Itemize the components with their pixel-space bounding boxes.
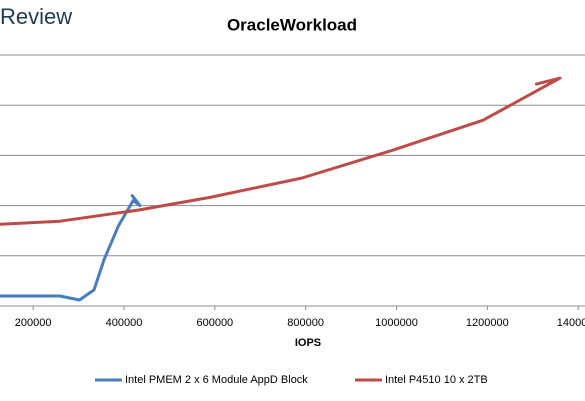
legend-label: Intel PMEM 2 x 6 Module AppD Block: [125, 374, 308, 386]
x-tick-label: 1400000: [557, 317, 585, 329]
chart-title: OracleWorkload: [227, 15, 357, 34]
x-tick-label: 200000: [15, 317, 52, 329]
series-line: [0, 76, 562, 226]
x-tick-label: 400000: [106, 317, 143, 329]
x-tick-label: 1000000: [375, 317, 418, 329]
brand-logo: Review: [0, 4, 72, 29]
x-tick-label: 800000: [287, 317, 324, 329]
x-tick-label: 600000: [196, 317, 233, 329]
x-axis-label: IOPS: [295, 337, 321, 349]
series-line: [0, 194, 142, 302]
legend-label: Intel P4510 10 x 2TB: [385, 374, 488, 386]
x-tick-label: 1200000: [466, 317, 509, 329]
